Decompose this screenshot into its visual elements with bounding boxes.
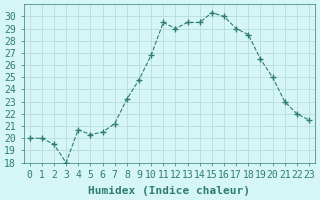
X-axis label: Humidex (Indice chaleur): Humidex (Indice chaleur) [88, 186, 250, 196]
